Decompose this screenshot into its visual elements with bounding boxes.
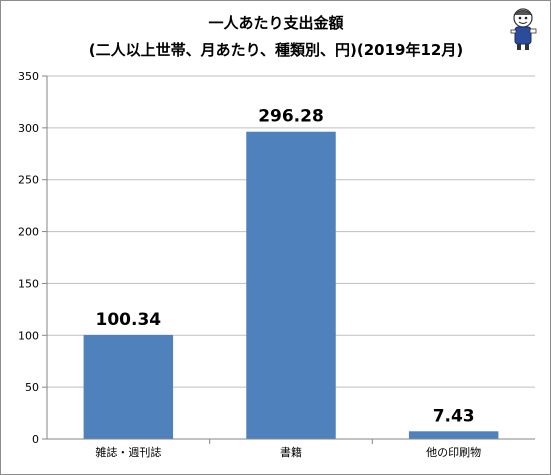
y-tick-label: 300 bbox=[18, 122, 39, 135]
bar bbox=[246, 131, 336, 439]
chart-title-line1: 一人あたり支出金額 bbox=[208, 14, 343, 32]
bar-value-label: 296.28 bbox=[258, 107, 324, 127]
x-category-label: 他の印刷物 bbox=[426, 445, 481, 459]
chart-title-line2: (二人以上世帯、月あたり、種類別、円)(2019年12月) bbox=[89, 41, 463, 59]
y-tick-label: 150 bbox=[18, 277, 39, 290]
bar bbox=[83, 334, 174, 439]
y-tick-label: 250 bbox=[18, 174, 39, 187]
bar bbox=[408, 431, 499, 439]
bar-value-label: 7.43 bbox=[433, 406, 475, 426]
mascot-icon bbox=[510, 8, 537, 50]
y-tick-label: 350 bbox=[18, 70, 39, 83]
x-category-label: 雑誌・週刊誌 bbox=[95, 445, 161, 459]
bar-value-label: 100.34 bbox=[96, 310, 162, 330]
y-tick-label: 200 bbox=[18, 226, 39, 239]
labels: 100.34 雑誌・週刊誌 296.28 書籍 7.43 他の印刷物 bbox=[95, 107, 481, 459]
y-tick-label: 100 bbox=[18, 329, 39, 342]
x-category-label: 書籍 bbox=[280, 445, 302, 459]
bars bbox=[83, 131, 499, 439]
axes bbox=[46, 76, 535, 444]
y-tick-label: 50 bbox=[25, 381, 39, 394]
y-tick-label: 0 bbox=[32, 433, 39, 446]
y-axis-ticks: 0 50 100 150 200 250 300 350 bbox=[18, 70, 47, 446]
